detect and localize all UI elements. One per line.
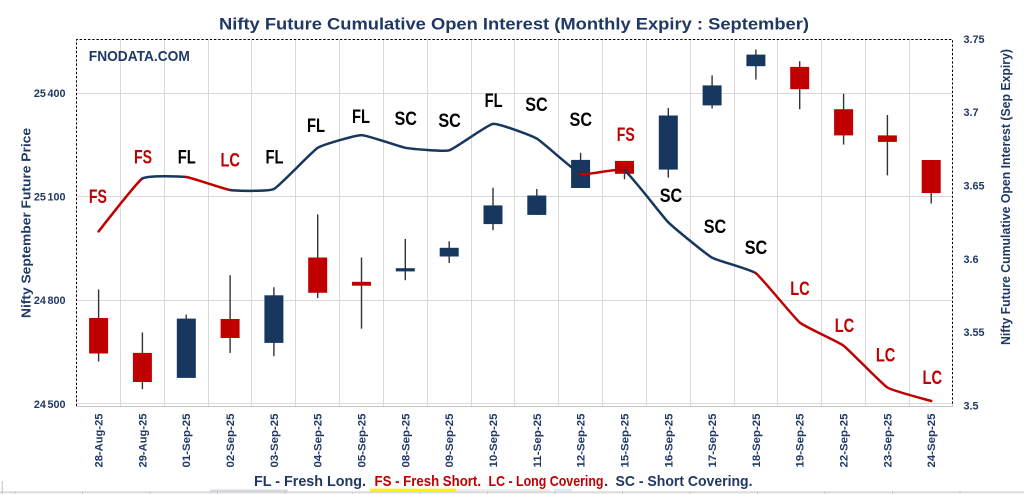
svg-text:FL: FL [178, 147, 196, 168]
svg-text:SC: SC [660, 186, 683, 207]
svg-text:FS: FS [617, 125, 635, 146]
svg-text:SC: SC [570, 110, 593, 131]
svg-text:12-Sep-25: 12-Sep-25 [576, 414, 588, 468]
svg-text:05-Sep-25: 05-Sep-25 [357, 414, 369, 468]
svg-text:SC: SC [745, 238, 768, 259]
svg-text:FS - Fresh Short.: FS - Fresh Short. [375, 473, 482, 490]
svg-text:3.65: 3.65 [964, 181, 985, 193]
svg-text:Nifty September Future Price: Nifty September Future Price [19, 128, 34, 318]
svg-text:Nifty Future Cumulative Open I: Nifty Future Cumulative Open Interest (S… [999, 49, 1013, 345]
svg-text:3.6: 3.6 [964, 254, 979, 266]
svg-text:3.5: 3.5 [964, 400, 979, 412]
svg-text:08-Sep-25: 08-Sep-25 [400, 414, 412, 468]
svg-text:Nifty Future Cumulative Open I: Nifty Future Cumulative Open Interest (M… [219, 15, 809, 34]
svg-text:FNODATA.COM: FNODATA.COM [89, 49, 190, 65]
svg-text:LC: LC [790, 279, 810, 300]
svg-text:FL: FL [266, 147, 284, 168]
svg-text:FL: FL [485, 91, 503, 112]
svg-text:FL - Fresh Long.: FL - Fresh Long. [254, 473, 366, 490]
svg-text:3.7: 3.7 [964, 107, 979, 119]
svg-text:03-Sep-25: 03-Sep-25 [269, 414, 281, 468]
svg-text:LC - Long Covering: LC - Long Covering [489, 473, 604, 490]
svg-text:16-Sep-25: 16-Sep-25 [663, 414, 675, 468]
svg-text:SC - Short Covering.: SC - Short Covering. [616, 473, 753, 490]
svg-text:10-Sep-25: 10-Sep-25 [488, 414, 500, 468]
svg-text:22-Sep-25: 22-Sep-25 [839, 414, 851, 468]
svg-text:17-Sep-25: 17-Sep-25 [707, 414, 719, 468]
svg-text:3.55: 3.55 [964, 327, 985, 339]
svg-text:19-Sep-25: 19-Sep-25 [795, 414, 807, 468]
svg-text:LC: LC [876, 346, 896, 367]
svg-text:29-Aug-25: 29-Aug-25 [137, 414, 149, 468]
svg-text:.: . [604, 473, 608, 490]
svg-text:3.75: 3.75 [964, 34, 985, 46]
svg-text:FS: FS [89, 187, 107, 208]
svg-text:01-Sep-25: 01-Sep-25 [181, 414, 193, 468]
svg-text:LC: LC [220, 151, 240, 172]
svg-text:09-Sep-25: 09-Sep-25 [444, 414, 456, 468]
svg-text:15-Sep-25: 15-Sep-25 [620, 414, 632, 468]
svg-text:11-Sep-25: 11-Sep-25 [532, 414, 544, 468]
svg-text:24-Sep-25: 24-Sep-25 [926, 414, 938, 468]
svg-text:LC: LC [923, 368, 943, 389]
svg-text:FL: FL [307, 116, 325, 137]
svg-text:02-Sep-25: 02-Sep-25 [225, 414, 237, 468]
svg-text:23-Sep-25: 23-Sep-25 [882, 414, 894, 468]
svg-text:SC: SC [438, 111, 461, 132]
svg-text:28-Aug-25: 28-Aug-25 [94, 414, 106, 468]
svg-text:SC: SC [394, 109, 417, 130]
svg-text:SC: SC [704, 217, 727, 238]
svg-text:FL: FL [352, 107, 370, 128]
svg-text:LC: LC [835, 316, 855, 337]
svg-text:FS: FS [134, 147, 152, 168]
svg-text:04-Sep-25: 04-Sep-25 [313, 414, 325, 468]
svg-text:SC: SC [525, 95, 548, 116]
svg-text:18-Sep-25: 18-Sep-25 [751, 414, 763, 468]
